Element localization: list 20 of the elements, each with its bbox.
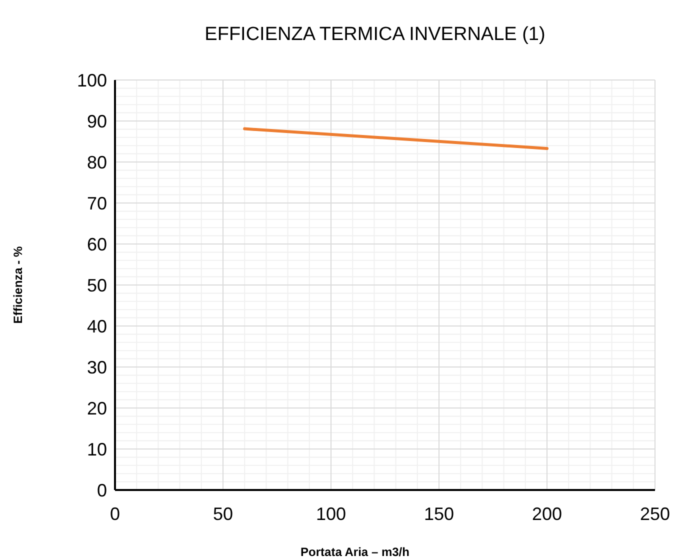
x-tick-label: 150 — [424, 504, 454, 524]
x-axis-title: Portata Aria – m3/h — [300, 545, 410, 559]
y-tick-label: 0 — [96, 480, 107, 500]
y-tick-label: 100 — [76, 70, 107, 90]
y-tick-label: 30 — [86, 357, 107, 378]
y-tick-label: 10 — [86, 439, 107, 460]
y-tick-label: 40 — [86, 316, 107, 336]
x-tick-label: 250 — [640, 504, 670, 524]
y-tick-label: 90 — [86, 111, 107, 132]
y-tick-label: 20 — [86, 398, 107, 418]
chart-title: EFFICIENZA TERMICA INVERNALE (1) — [204, 24, 546, 45]
y-tick-label: 80 — [86, 152, 107, 172]
x-tick-label: 0 — [110, 504, 120, 524]
x-tick-label: 200 — [532, 504, 562, 524]
x-tick-label: 100 — [316, 504, 346, 524]
y-tick-label: 60 — [86, 234, 107, 254]
y-tick-label: 50 — [86, 275, 107, 296]
y-axis-title: Efficienza - % — [11, 246, 25, 324]
y-tick-label: 70 — [86, 193, 107, 214]
x-tick-label: 50 — [212, 504, 234, 524]
